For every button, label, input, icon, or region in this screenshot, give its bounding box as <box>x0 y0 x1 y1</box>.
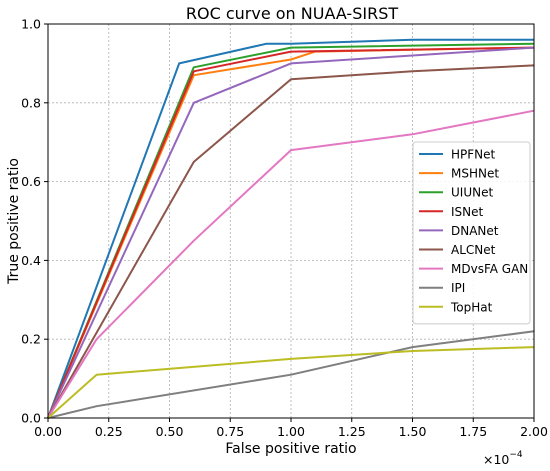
x-tick-label: 1.00 <box>277 424 305 439</box>
y-tick-label: 1.0 <box>21 17 41 32</box>
legend-label-mdvsfa-gan: MDvsFA GAN <box>451 262 528 276</box>
x-tick-label: 1.50 <box>399 424 427 439</box>
x-tick-label: 2.00 <box>520 424 548 439</box>
x-tick-label: 1.75 <box>459 424 487 439</box>
legend-box <box>412 141 531 325</box>
y-tick-label: 0.6 <box>21 174 41 189</box>
series-line-dnanet <box>47 46 535 419</box>
x-tick-label: 0.50 <box>156 424 184 439</box>
series-line-alcnet <box>47 64 535 419</box>
series-lines <box>47 38 535 419</box>
y-tick-label: 0.4 <box>21 253 41 268</box>
x-multiplier-base: ×10 <box>483 452 509 467</box>
series-line-tophat <box>47 346 535 419</box>
y-axis-label: True positive ratio <box>6 158 22 285</box>
x-tick-label: 0.00 <box>34 424 62 439</box>
y-tick-label: 0.2 <box>21 332 41 347</box>
legend: HPFNet MSHNet UIUNet ISNet DNANet ALCNet MDvsF… <box>412 141 531 325</box>
legend-label-uiunet: UIUNet <box>451 186 493 200</box>
x-tick-label: 0.25 <box>95 424 123 439</box>
x-tick-label: 1.25 <box>338 424 366 439</box>
x-tick-label: 0.75 <box>216 424 244 439</box>
y-tick-label: 0.8 <box>21 95 41 110</box>
legend-label-alcnet: ALCNet <box>451 243 496 257</box>
legend-label-hpfnet: HPFNet <box>451 148 496 162</box>
legend-label-tophat: TopHat <box>450 300 493 314</box>
series-line-hpfnet <box>47 38 534 419</box>
legend-label-mshnet: MSHNet <box>451 167 499 181</box>
x-axis-multiplier: ×10−4 <box>483 450 523 467</box>
y-tick-label: 0.0 <box>21 411 41 426</box>
legend-label-dnanet: DNANet <box>451 224 499 238</box>
series-line-mdvsfa-gan <box>47 109 535 419</box>
legend-label-isnet: ISNet <box>451 205 484 219</box>
legend-label-ipi: IPI <box>451 281 465 295</box>
x-axis-label: False positive ratio <box>225 441 356 457</box>
y-axis-ticks: 0.0 0.2 0.4 0.6 0.8 1.0 <box>21 17 48 426</box>
x-axis-ticks: 0.00 0.25 0.50 0.75 1.00 1.25 1.50 1.75 2.00 <box>34 418 548 439</box>
chart-title: ROC curve on NUAA-SIRST <box>186 4 398 23</box>
series-line-ipi <box>47 330 535 419</box>
x-multiplier-exponent: −4 <box>509 450 523 460</box>
series-line-isnet <box>47 46 535 419</box>
